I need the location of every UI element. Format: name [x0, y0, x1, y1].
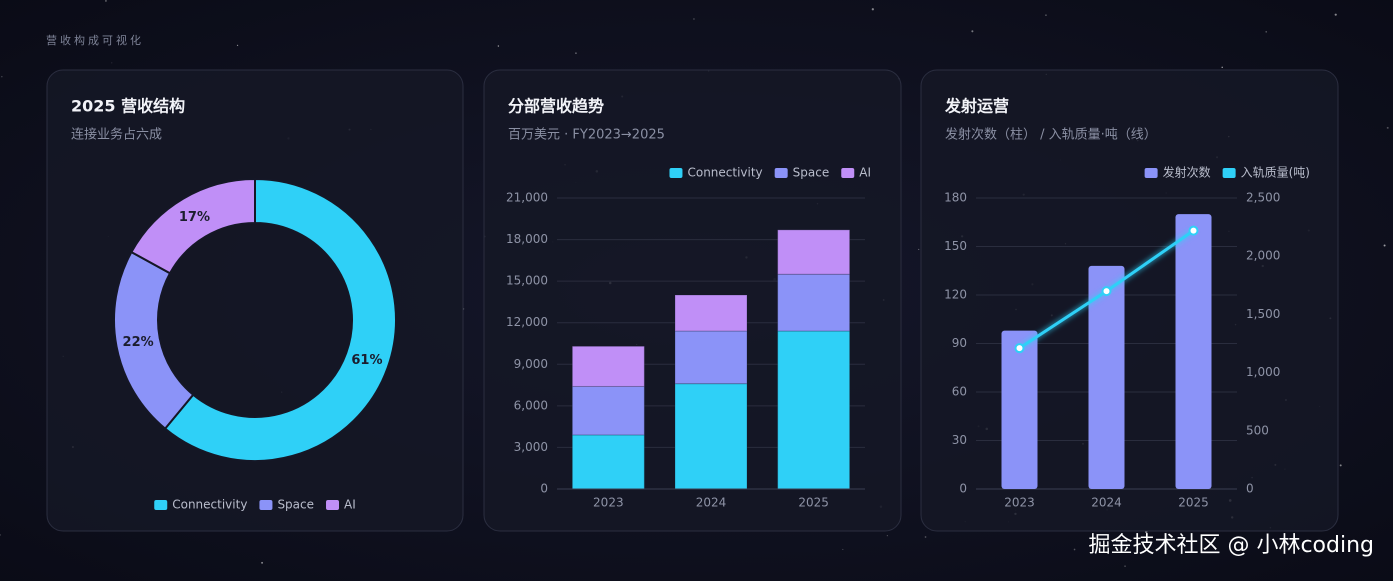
legend-swatch	[774, 168, 788, 178]
y-tick-label: 180	[944, 191, 967, 205]
y-tick-label: 6,000	[514, 398, 548, 412]
star	[1386, 126, 1389, 129]
y-tick-label: 90	[952, 336, 967, 350]
bar-segment	[674, 383, 748, 490]
legend-label: 发射次数	[1163, 165, 1211, 180]
x-tick-label: 2025	[1178, 496, 1209, 510]
donut-slice	[130, 177, 256, 275]
x-tick-label: 2023	[1004, 496, 1035, 510]
bar-segment	[674, 330, 748, 385]
star	[1383, 244, 1386, 247]
star	[104, 0, 107, 2]
star	[842, 548, 844, 551]
y2-tick-label: 2,000	[1246, 249, 1280, 263]
star	[497, 45, 500, 47]
legend-swatch	[669, 168, 683, 178]
star	[971, 30, 974, 33]
star	[918, 248, 920, 250]
star	[1124, 565, 1126, 567]
y2-tick-label: 1,500	[1246, 307, 1280, 321]
y-tick-label: 15,000	[506, 274, 548, 288]
star	[1, 75, 3, 78]
star	[0, 534, 1, 536]
data-label: 22%	[123, 335, 154, 350]
chart-subtitle: 百万美元 · FY2023→2025	[508, 128, 665, 143]
star	[111, 62, 113, 64]
legend-swatch	[326, 500, 340, 510]
legend-label: Space	[793, 166, 830, 180]
star	[1073, 548, 1076, 551]
legend-label: Connectivity	[687, 166, 762, 180]
chart-title: 2025 营收结构	[71, 97, 185, 116]
y2-tick-label: 2,500	[1246, 191, 1280, 205]
legend-swatch	[1222, 168, 1236, 178]
bar	[1175, 214, 1212, 489]
chart-subtitle: 发射次数（柱） / 入轨质量·吨（线）	[945, 127, 1157, 143]
legend-label: Space	[277, 498, 314, 512]
page-title: 营收构成可视化	[46, 33, 144, 47]
bar	[1001, 330, 1038, 489]
data-label: 61%	[351, 353, 382, 368]
y-tick-label: 150	[944, 239, 967, 253]
y2-tick-label: 1,000	[1246, 365, 1280, 379]
star	[236, 44, 239, 47]
data-label: 17%	[179, 210, 210, 225]
bar-segment	[571, 345, 645, 387]
y-tick-label: 18,000	[506, 232, 548, 246]
line-point	[1188, 225, 1199, 236]
y-tick-label: 120	[944, 288, 967, 302]
watermark: 掘金技术社区 @ 小林coding	[1088, 533, 1374, 558]
y2-tick-label: 500	[1246, 423, 1269, 437]
star	[261, 561, 263, 564]
bar-segment	[777, 330, 851, 490]
star	[886, 535, 888, 537]
star	[1339, 464, 1342, 467]
legend-swatch	[841, 168, 855, 178]
y2-tick-label: 0	[1246, 482, 1254, 496]
bar-segment	[571, 385, 645, 436]
legend-swatch	[259, 500, 273, 510]
y-tick-label: 30	[952, 433, 967, 447]
star	[871, 8, 874, 11]
legend: Connectivity Space AI	[154, 498, 356, 512]
y-tick-label: 21,000	[506, 191, 548, 205]
legend-swatch	[154, 500, 168, 510]
x-tick-label: 2024	[1091, 496, 1122, 510]
x-tick-label: 2025	[798, 496, 829, 510]
star	[1045, 14, 1047, 16]
star	[1265, 31, 1267, 33]
y-tick-label: 12,000	[506, 315, 548, 329]
chart-title: 发射运营	[944, 97, 1009, 116]
line-point	[1014, 343, 1025, 354]
legend-label: 入轨质量(吨)	[1241, 166, 1310, 180]
legend-label: AI	[344, 498, 356, 512]
bar-segment	[777, 229, 851, 275]
chart-subtitle: 连接业务占六成	[71, 127, 162, 143]
bar-segment	[571, 434, 645, 490]
legend-label: AI	[859, 166, 871, 180]
star	[575, 52, 577, 54]
star	[1221, 66, 1223, 69]
x-tick-label: 2023	[593, 496, 624, 510]
line-point	[1101, 286, 1112, 297]
star	[1334, 13, 1337, 16]
donut-slice	[163, 177, 397, 462]
y-tick-label: 60	[952, 385, 967, 399]
y-tick-label: 9,000	[514, 357, 548, 371]
y-tick-label: 0	[959, 482, 967, 496]
legend-label: Connectivity	[172, 498, 247, 512]
legend-swatch	[1144, 168, 1158, 178]
chart-title: 分部营收趋势	[508, 97, 604, 116]
x-tick-label: 2024	[696, 496, 727, 510]
bar	[1088, 265, 1125, 489]
y-tick-label: 0	[540, 482, 548, 496]
star	[924, 536, 927, 538]
y-tick-label: 3,000	[514, 440, 548, 454]
bar-segment	[674, 294, 748, 332]
bar-segment	[777, 273, 851, 332]
star	[693, 18, 695, 20]
